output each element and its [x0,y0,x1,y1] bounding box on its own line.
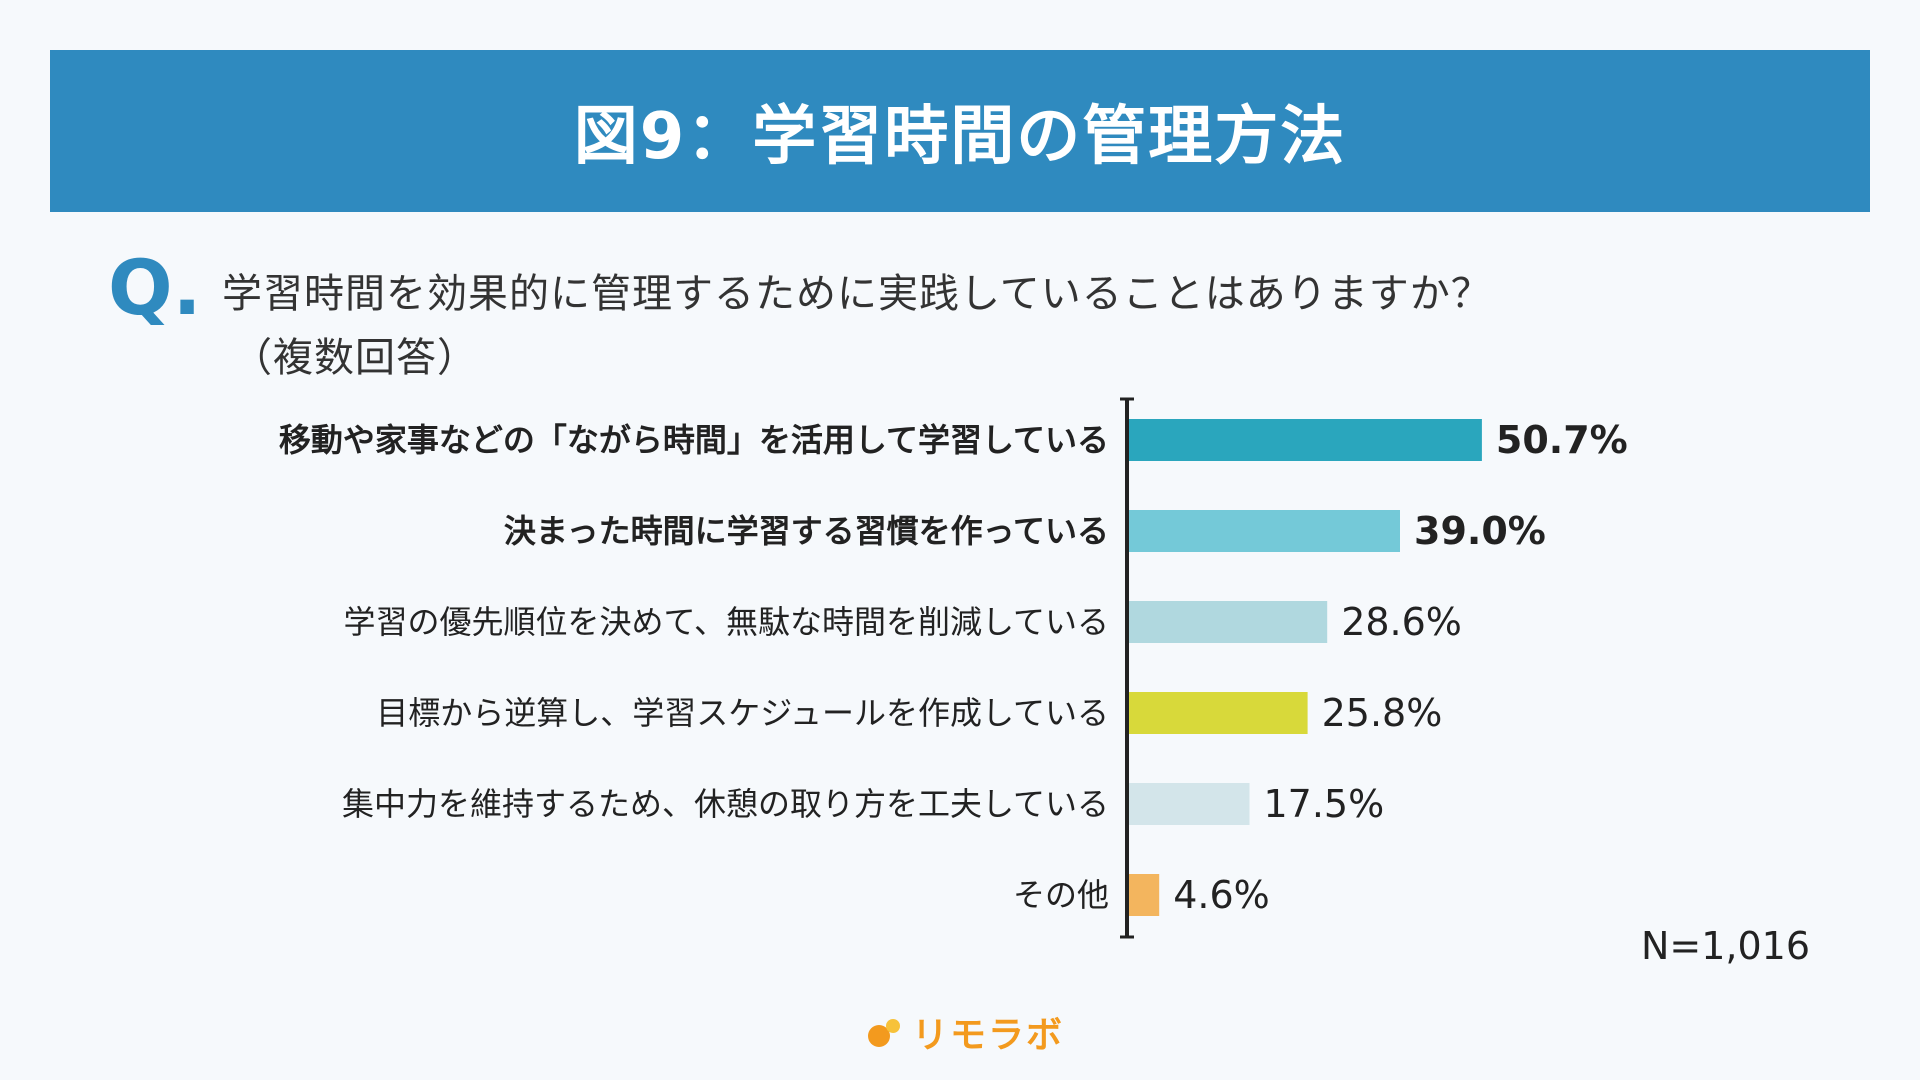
bar-5 [1127,874,1160,916]
brand-name: リモラボ [912,1015,1065,1056]
bar-2 [1127,601,1328,643]
bar-4 [1127,783,1250,825]
value-label-4: 17.5% [1264,782,1385,826]
value-label-2: 28.6% [1341,600,1462,644]
question-mark-letter: Q [108,243,173,332]
value-label-5: 4.6% [1173,873,1270,917]
sample-size-label: N=1,016 [1640,924,1810,968]
value-label-3: 25.8% [1322,691,1443,735]
brand-logo-icon [868,1017,904,1047]
title-banner: 図9：学習時間の管理方法 [50,50,1870,212]
value-label-0: 50.7% [1496,418,1628,462]
question-text-block: 学習時間を効果的に管理するために実践していることはありますか？ （複数回答） [222,262,1782,390]
category-label-0: 移動や家事などの「ながら時間」を活用して学習している [279,421,1109,459]
value-label-1: 39.0% [1414,509,1546,553]
category-label-1: 決まった時間に学習する習慣を作っている [504,512,1109,550]
question-note: （複数回答） [232,335,478,381]
category-label-4: 集中力を維持するため、休憩の取り方を工夫している [342,785,1109,823]
bar-0 [1127,419,1482,461]
question-text: 学習時間を効果的に管理するために実践していることはありますか？ [222,271,1492,317]
question-mark-icon: Q. [108,243,202,332]
chart-title: 図9：学習時間の管理方法 [573,100,1347,174]
category-label-3: 目標から逆算し、学習スケジュールを作成している [376,694,1109,732]
category-label-5: その他 [1013,876,1109,914]
bar-1 [1127,510,1400,552]
brand-logo: リモラボ [868,1006,1064,1058]
bar-3 [1127,692,1308,734]
category-label-2: 学習の優先順位を決めて、無駄な時間を削減している [344,603,1109,641]
